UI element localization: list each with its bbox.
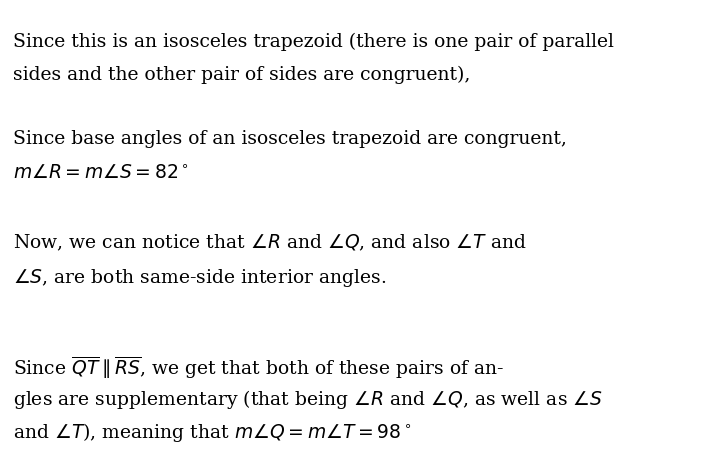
Text: $\angle S$, are both same-side interior angles.: $\angle S$, are both same-side interior … — [13, 267, 387, 288]
Text: gles are supplementary (that being $\angle R$ and $\angle Q$, as well as $\angle: gles are supplementary (that being $\ang… — [13, 388, 603, 411]
Text: Since base angles of an isosceles trapezoid are congruent,: Since base angles of an isosceles trapez… — [13, 130, 567, 149]
Text: sides and the other pair of sides are congruent),: sides and the other pair of sides are co… — [13, 66, 471, 84]
Text: Since $\overline{QT} \parallel \overline{RS}$, we get that both of these pairs o: Since $\overline{QT} \parallel \overline… — [13, 354, 505, 381]
Text: $m\angle R = m\angle S = 82^\circ$: $m\angle R = m\angle S = 82^\circ$ — [13, 164, 189, 182]
Text: Since this is an isosceles trapezoid (there is one pair of parallel: Since this is an isosceles trapezoid (th… — [13, 33, 614, 51]
Text: and $\angle T$), meaning that $m\angle Q = m\angle T = 98^\circ$: and $\angle T$), meaning that $m\angle Q… — [13, 421, 412, 444]
Text: Now, we can notice that $\angle R$ and $\angle Q$, and also $\angle T$ and: Now, we can notice that $\angle R$ and $… — [13, 233, 527, 254]
